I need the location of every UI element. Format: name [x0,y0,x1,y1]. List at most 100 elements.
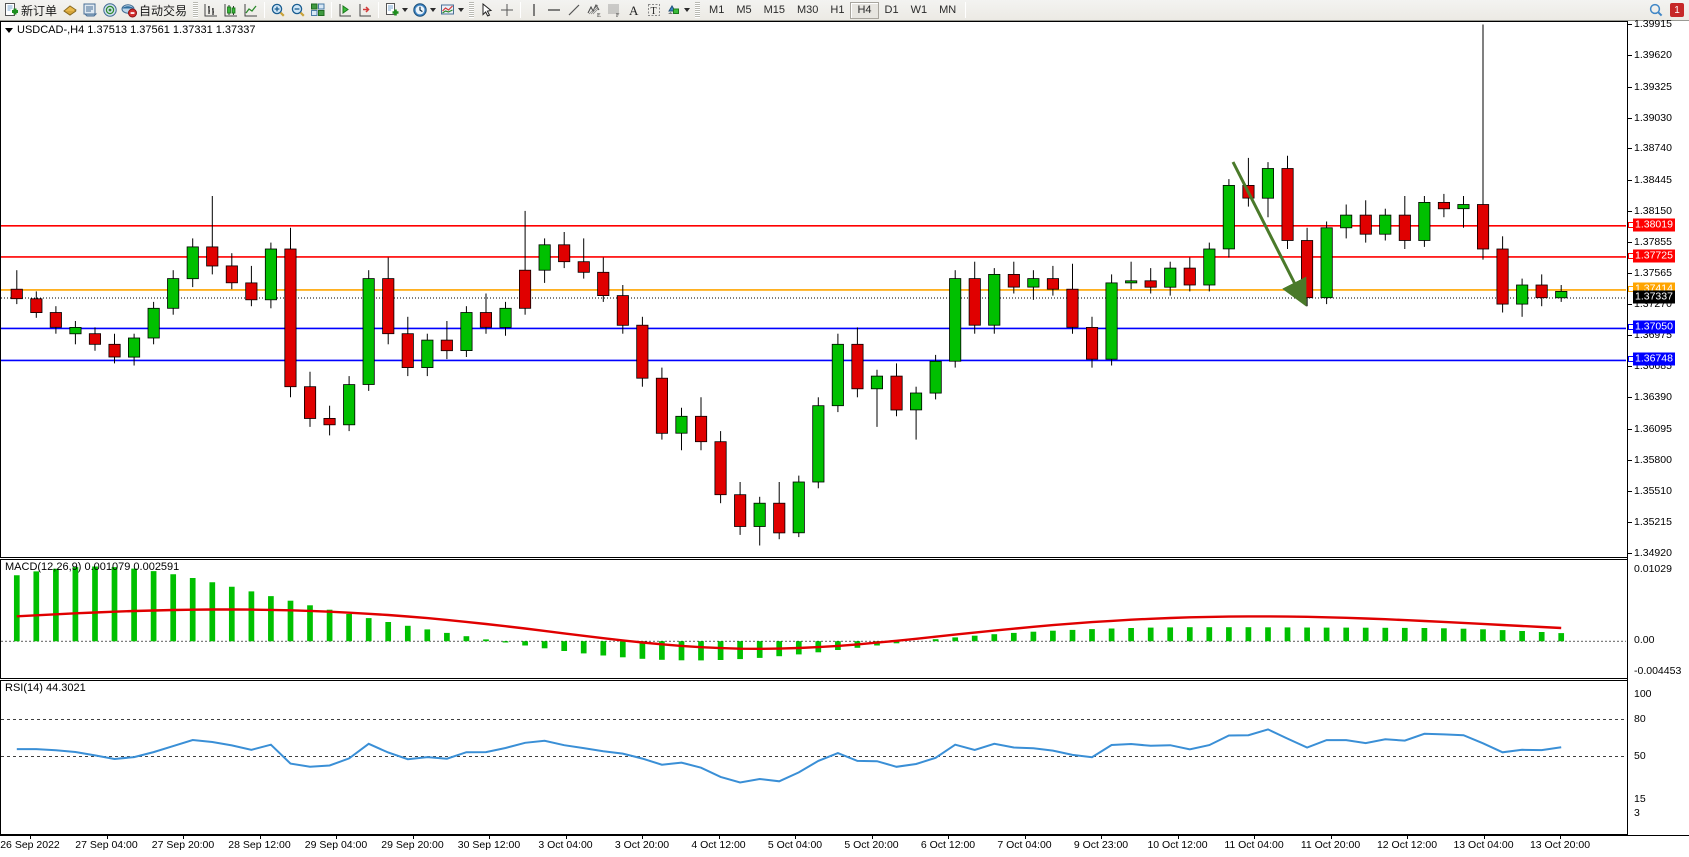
price-axis-tick [1628,459,1632,461]
time-axis-tick [1560,836,1561,839]
time-axis-tick [1101,836,1102,839]
tile-windows-button[interactable] [308,1,328,20]
timeframe-m5-button[interactable]: M5 [736,4,752,16]
time-axis-tick [1483,836,1485,839]
indicators-button[interactable] [382,1,410,20]
price-axis-label: 1.39620 [1634,49,1672,62]
time-axis-label: 5 Oct 04:00 [767,839,823,851]
toolbar-separator [264,2,266,18]
price-axis-label: 1.35510 [1634,484,1672,497]
candlestick-chart-button[interactable] [221,1,241,20]
time-axis-tick [795,836,796,839]
timeframe-h1-button[interactable]: H1 [830,4,845,16]
shapes-button[interactable] [664,1,692,20]
rsi-axis-label: 15 [1634,792,1646,805]
periods-button[interactable] [410,1,438,20]
time-axis-label: 30 Sep 12:00 [457,839,521,851]
periods-clock-icon [412,2,428,18]
bar-chart-button[interactable] [201,1,221,20]
fibonacci-button[interactable]: F [604,1,624,20]
notification-badge[interactable]: 1 [1670,3,1684,17]
time-axis-tick [1407,836,1408,839]
price-axis[interactable]: 1.39915 1.39620 1.39325 1.39030 1.38740 1.384… [1627,18,1689,835]
text-label-button[interactable]: A [624,1,644,20]
price-axis-tick [1628,55,1632,57]
templates-icon [440,2,456,18]
price-level-badge-support[interactable]: 1.37050 [1633,320,1675,334]
price-level-badge-resistance[interactable]: 1.38019 [1633,218,1675,232]
time-axis[interactable]: 26 Sep 2022 27 Sep 04:00 27 Sep 20:00 28 Se… [0,835,1689,857]
svg-text:F: F [616,13,620,18]
price-axis-tick [1628,117,1632,119]
templates-dropdown-arrow[interactable] [458,8,465,12]
periods-dropdown-arrow[interactable] [430,8,437,12]
toolbar-grip-3[interactable] [695,2,701,18]
trendline-button[interactable] [564,1,584,20]
price-axis-tick [1628,397,1632,399]
cursor-button[interactable] [477,1,497,20]
time-axis-label: 11 Oct 20:00 [1300,839,1361,851]
toolbar-grip[interactable] [193,2,199,18]
timeframe-h4-button[interactable]: H4 [850,1,879,19]
horizontal-line-icon [548,9,561,11]
horizontal-line-button[interactable] [544,1,564,20]
toolbar-separator-2 [331,2,333,18]
rsi-pane[interactable]: RSI(14) 44.3021 [0,680,1627,835]
price-axis-label: 1.39030 [1634,111,1672,124]
signals-button[interactable] [100,1,120,20]
crosshair-button[interactable] [497,1,517,20]
indicators-dropdown-arrow[interactable] [402,8,409,12]
chart-caret-icon[interactable] [5,27,13,33]
price-level-badge-support[interactable]: 1.36748 [1633,352,1675,366]
templates-button[interactable] [438,1,466,20]
toolbar-separator-4 [520,2,522,18]
rsi-axis-label: 100 [1634,688,1652,700]
timeframe-m1-button[interactable]: M1 [709,4,725,16]
macd-canvas [1,566,1626,661]
auto-trading-button[interactable]: 自动交易 [120,1,190,20]
time-axis-label: 28 Sep 12:00 [228,839,291,851]
macd-pane[interactable]: MACD(12,26,9) 0.001079 0.002591 [0,559,1627,679]
chart-autoscroll-button[interactable] [355,1,375,20]
timeframe-d1-button[interactable]: D1 [884,4,899,16]
elliott-wave-button[interactable]: E [584,1,604,20]
data-window-button[interactable] [80,1,100,20]
price-pane[interactable]: USDCAD-,H4 1.37513 1.37561 1.37331 1.373… [0,21,1627,558]
expert-advisor-icon [63,5,77,16]
time-axis-tick [1330,836,1332,839]
toolbar-separator-3 [378,2,380,18]
time-axis-tick [30,836,31,839]
time-axis-label: 10 Oct 12:00 [1147,839,1208,851]
fibonacci-icon: F [608,4,620,18]
vertical-line-icon [533,4,535,16]
price-level-badge-current-price[interactable]: 1.37337 [1633,290,1675,304]
price-axis-label: 1.34920 [1634,547,1672,559]
zoom-in-button[interactable] [268,1,288,20]
svg-text:E: E [597,13,601,18]
time-axis-tick [259,836,261,839]
chart-shift-button[interactable] [335,1,355,20]
search-button[interactable] [1646,1,1666,20]
rsi-axis-label: 3 [1634,807,1640,820]
timeframe-m15-button[interactable]: M15 [763,4,785,16]
shapes-dropdown-arrow[interactable] [684,8,691,12]
price-axis-label: 1.35215 [1634,515,1672,528]
toolbar-grip-2[interactable] [469,2,475,18]
timeframe-mn-button[interactable]: MN [939,4,957,16]
new-order-label: 新订单 [21,3,58,18]
symbol-header: USDCAD-,H4 1.37513 1.37561 1.37331 1.373… [5,24,256,36]
new-order-button[interactable]: 新订单 [2,1,60,20]
price-axis-label: 1.35800 [1634,453,1672,466]
price-chart-canvas[interactable] [1,22,1626,557]
price-level-badge-resistance[interactable]: 1.37725 [1633,249,1675,263]
price-axis-tick [1628,335,1632,337]
timeframe-w1-button[interactable]: W1 [910,4,928,16]
vertical-line-button[interactable] [524,1,544,20]
zoom-out-button[interactable] [288,1,308,20]
expert-advisor-button[interactable] [60,1,80,20]
text-box-button[interactable]: T [644,1,664,20]
time-axis-label: 5 Oct 20:00 [844,839,899,851]
price-axis-tick [1628,490,1632,492]
timeframe-m30-button[interactable]: M30 [797,4,819,16]
line-chart-button[interactable] [241,1,261,20]
